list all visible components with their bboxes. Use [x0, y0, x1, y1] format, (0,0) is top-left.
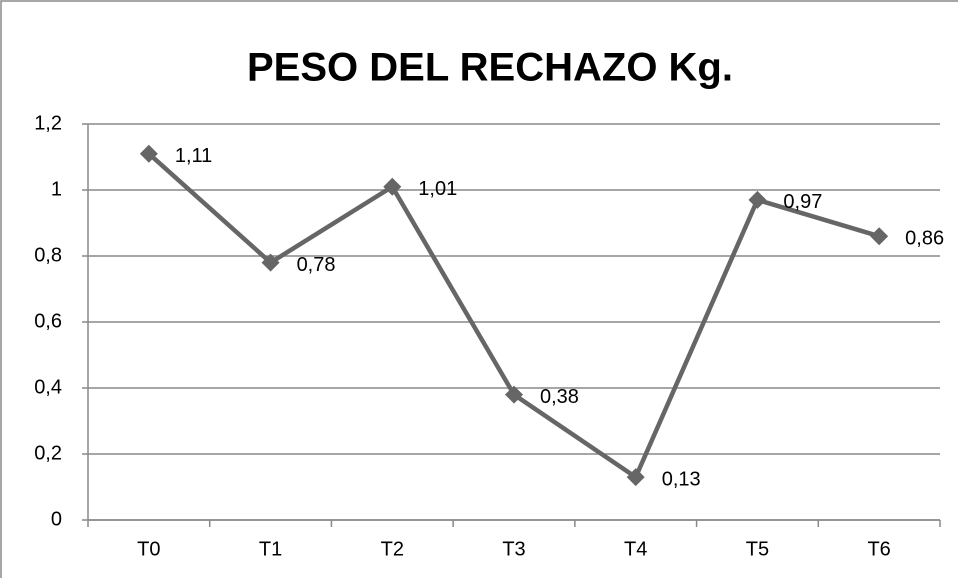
data-label: 0,86 — [905, 227, 944, 249]
y-tick-label: 0,8 — [34, 244, 62, 266]
marker — [139, 144, 158, 163]
data-label: 0,97 — [783, 191, 822, 213]
x-tick-label: T4 — [624, 538, 647, 560]
data-label: 1,01 — [418, 178, 457, 200]
x-tick-label: T1 — [259, 538, 282, 560]
chart-title: PESO DEL RECHAZO Kg. — [247, 46, 733, 90]
data-label: 0,13 — [662, 468, 701, 490]
marker — [870, 227, 889, 246]
y-tick-label: 0,6 — [34, 310, 62, 332]
y-tick-label: 1 — [51, 178, 62, 200]
x-tick-label: T6 — [867, 538, 890, 560]
y-tick-label: 0,2 — [34, 442, 62, 464]
marker — [626, 468, 645, 487]
marker — [748, 190, 767, 209]
data-label: 0,38 — [540, 386, 579, 408]
data-label: 1,11 — [175, 145, 212, 167]
y-tick-label: 1,2 — [34, 112, 62, 134]
data-label: 0,78 — [297, 254, 336, 276]
x-tick-label: T0 — [137, 538, 160, 560]
marker — [261, 253, 280, 272]
y-tick-label: 0,4 — [34, 376, 62, 398]
marker — [505, 385, 523, 404]
x-tick-label: T5 — [746, 538, 769, 560]
marker — [383, 177, 402, 196]
x-tick-label: T3 — [502, 538, 525, 560]
y-tick-label: 0 — [51, 508, 62, 530]
x-tick-label: T2 — [381, 538, 404, 560]
